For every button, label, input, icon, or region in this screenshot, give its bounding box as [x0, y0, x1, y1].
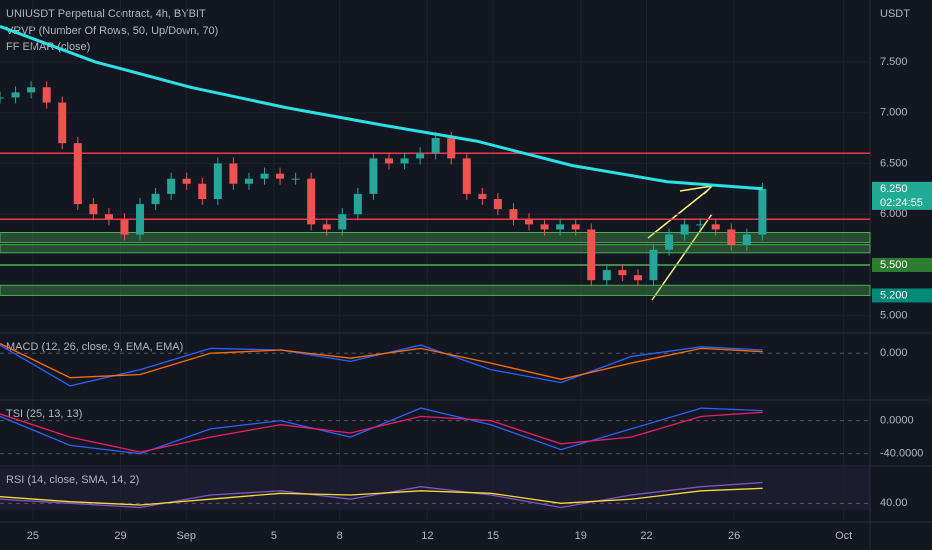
- indicator-line: [0, 411, 763, 453]
- price-label-box: [872, 257, 932, 272]
- candle: [633, 275, 642, 281]
- x-tick-label: 12: [421, 530, 433, 542]
- y-tick-label: 0.0000: [880, 414, 914, 426]
- candle: [540, 224, 549, 230]
- candle: [696, 224, 705, 226]
- candle: [665, 234, 674, 250]
- price-label-box: [872, 181, 932, 210]
- y-tick-label: 6.000: [880, 208, 908, 220]
- candle: [649, 249, 658, 281]
- candle: [758, 188, 767, 235]
- price-label: 6.250: [880, 183, 908, 195]
- pane-title: RSI (14, close, SMA, 14, 2): [6, 474, 139, 486]
- candle: [369, 158, 378, 194]
- currency-label: USDT: [880, 8, 910, 20]
- candle: [711, 224, 720, 230]
- x-tick-label: Sep: [176, 530, 196, 542]
- indicator-label: VRVP (Number Of Rows, 50, Up/Down, 70): [6, 25, 218, 37]
- countdown: 02:24:55: [880, 197, 923, 209]
- candle: [11, 92, 20, 98]
- candle: [198, 183, 207, 199]
- candle: [136, 204, 145, 235]
- y-tick-label: 7.000: [880, 107, 908, 119]
- candle: [229, 163, 238, 184]
- pane-title: MACD (12, 26, close, 9, EMA, EMA): [6, 341, 183, 353]
- candle: [742, 234, 751, 245]
- x-tick-label: 29: [114, 530, 126, 542]
- support-zone: [0, 232, 871, 244]
- candle: [27, 87, 36, 93]
- indicator-line: [0, 342, 763, 380]
- x-tick-label: 19: [575, 530, 587, 542]
- candle: [260, 173, 269, 179]
- candle: [602, 270, 611, 281]
- y-tick-label: 5.000: [880, 310, 908, 322]
- x-tick-label: 25: [27, 530, 39, 542]
- x-tick-label: 8: [337, 530, 343, 542]
- y-tick-label: 40.00: [880, 497, 908, 509]
- ema-line: [0, 24, 763, 191]
- indicator-line: [0, 487, 763, 506]
- candle: [322, 224, 331, 230]
- candle: [416, 153, 425, 159]
- candle: [525, 219, 534, 225]
- candle: [431, 138, 440, 154]
- x-tick-label: 5: [271, 530, 277, 542]
- price-label: 5.200: [880, 289, 908, 301]
- candle: [182, 178, 191, 184]
- candle: [556, 224, 565, 230]
- candle: [213, 163, 222, 199]
- candle: [73, 143, 82, 205]
- candle: [291, 178, 300, 180]
- candle: [680, 224, 689, 235]
- x-tick-label: 15: [487, 530, 499, 542]
- candle: [89, 204, 98, 215]
- support-zone: [0, 244, 871, 254]
- x-tick-label: 26: [728, 530, 740, 542]
- y-tick-label: 7.500: [880, 56, 908, 68]
- candle: [400, 158, 409, 164]
- candle: [587, 229, 596, 281]
- candle: [167, 178, 176, 194]
- candle: [338, 214, 347, 230]
- candle: [571, 224, 580, 230]
- candle: [478, 193, 487, 199]
- candle: [307, 178, 316, 225]
- candle: [276, 173, 285, 179]
- candle: [151, 193, 160, 205]
- candle: [120, 219, 129, 235]
- y-tick-label: -40.0000: [880, 448, 923, 460]
- symbol-title: UNIUSDT Perpetual Contract, 4h, BYBIT: [6, 8, 206, 20]
- candle: [353, 193, 362, 215]
- y-tick-label: 0.000: [880, 347, 908, 359]
- candle: [447, 138, 456, 159]
- x-tick-label: 22: [640, 530, 652, 542]
- y-tick-label: 6.500: [880, 157, 908, 169]
- price-label: 5.500: [880, 259, 908, 271]
- candle: [462, 158, 471, 194]
- support-zone: [0, 284, 871, 296]
- candle: [509, 209, 518, 220]
- candle: [0, 97, 4, 99]
- candle: [384, 158, 393, 164]
- candle: [42, 87, 51, 103]
- x-tick-label: Oct: [835, 530, 852, 542]
- price-label-box: [872, 288, 932, 303]
- indicator-line: [0, 407, 763, 455]
- candle: [58, 102, 67, 144]
- candle: [727, 229, 736, 245]
- pane-title: TSI (25, 13, 13): [6, 408, 82, 420]
- candle: [493, 198, 502, 210]
- candle: [104, 214, 113, 220]
- candle: [618, 270, 627, 276]
- candle: [244, 178, 253, 184]
- indicator-label: FF EMAR (close): [6, 41, 90, 53]
